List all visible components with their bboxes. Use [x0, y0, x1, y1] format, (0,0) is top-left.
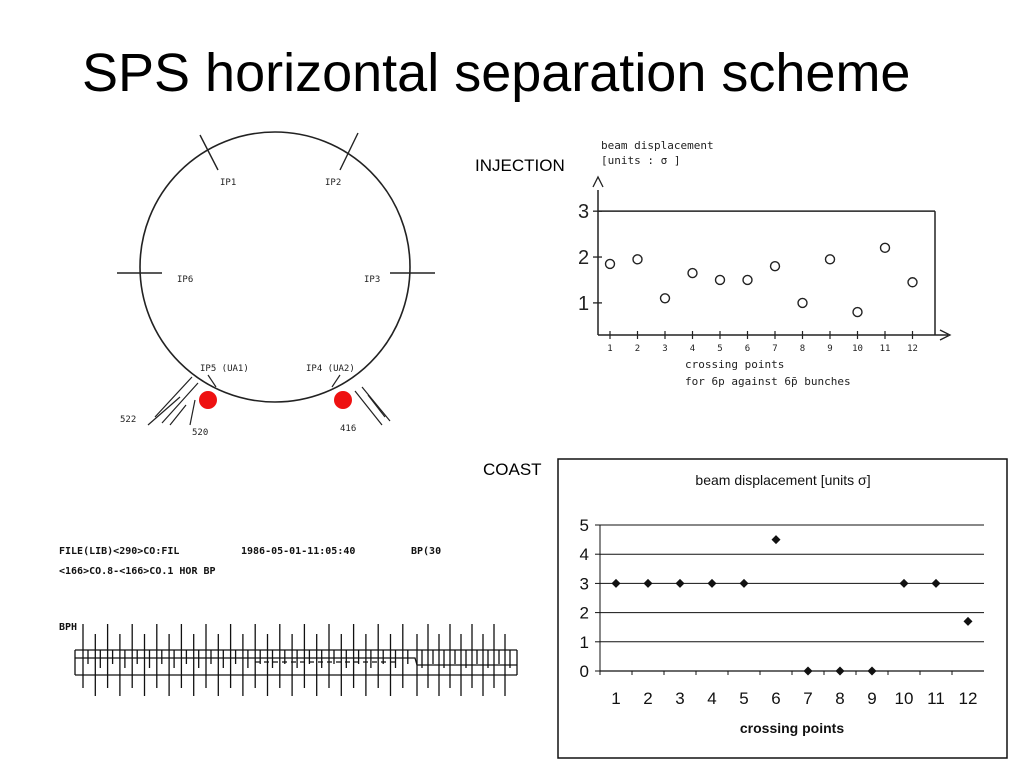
- coast-x-tick-label: 10: [895, 689, 914, 708]
- coast-label: COAST: [483, 460, 542, 479]
- coast-data-point: [963, 616, 973, 626]
- injection-x-tick-label: 12: [907, 344, 918, 354]
- coast-x-tick-label: 3: [675, 689, 684, 708]
- coast-data-point: [771, 535, 781, 545]
- injection-x-label-line: crossing points: [685, 358, 784, 371]
- injection-data-point: [714, 274, 726, 286]
- coast-data-point: [835, 666, 845, 676]
- injection-title-line: beam displacement: [601, 139, 714, 152]
- coast-x-tick-label: 9: [867, 689, 876, 708]
- coast-data-point: [643, 578, 653, 588]
- injection-x-tick-label: 3: [662, 344, 667, 354]
- coast-y-tick-label: 4: [580, 545, 589, 564]
- coast-x-tick-label: 1: [611, 689, 620, 708]
- coast-data-point: [867, 666, 877, 676]
- injection-title-line: [units : σ ]: [601, 154, 680, 167]
- separators-left: [147, 376, 199, 426]
- interaction-marker: [199, 391, 217, 409]
- coast-x-tick-label: 11: [927, 689, 945, 708]
- ip2-tick: [339, 132, 359, 171]
- injection-label: INJECTION: [475, 156, 565, 175]
- coast-x-tick-label: 7: [803, 689, 812, 708]
- injection-y-arrow: [592, 175, 604, 188]
- ip2-label: IP2: [325, 178, 341, 188]
- coast-data-point: [899, 578, 909, 588]
- separator-522-label: 522: [120, 415, 136, 425]
- coast-data-point: [931, 578, 941, 588]
- coast-chart-title: beam displacement [units σ]: [695, 472, 870, 488]
- injection-data-point: [769, 261, 781, 272]
- coast-y-tick-label: 2: [580, 604, 589, 623]
- injection-x-tick-label: 5: [717, 344, 722, 354]
- separators-right: [354, 386, 391, 426]
- coast-x-tick-label: 4: [707, 689, 716, 708]
- injection-y-tick-label: 2: [578, 247, 589, 269]
- scope-header-left: FILE(LIB)<290>CO:FIL: [59, 546, 179, 557]
- scope-channel-label: BPH: [59, 622, 77, 633]
- injection-data-point: [687, 267, 698, 279]
- ip5-tick: [207, 374, 217, 388]
- interaction-marker: [334, 391, 352, 409]
- coast-x-tick-label: 12: [959, 689, 978, 708]
- injection-x-tick-label: 4: [690, 344, 695, 354]
- scope-header-tag: BP(30: [411, 546, 441, 557]
- coast-y-tick-label: 1: [580, 633, 589, 652]
- scope-header-date: 1986-05-01-11:05:40: [241, 546, 355, 557]
- scope-header-line2: <166>CO.8-<166>CO.1 HOR BP: [59, 566, 216, 577]
- ip6-label: IP6: [177, 275, 193, 285]
- injection-y-tick-label: 3: [578, 201, 589, 223]
- injection-x-tick-label: 8: [800, 344, 805, 354]
- coast-x-label: crossing points: [740, 720, 844, 736]
- injection-data-point: [852, 306, 863, 318]
- coast-x-tick-label: 5: [739, 689, 748, 708]
- injection-data-point: [907, 277, 918, 288]
- injection-x-tick-label: 9: [827, 344, 832, 354]
- sps-ring-diagram: IP1 IP2 IP3 IP6 IP5 (UA1) IP4 (UA2) 522 …: [117, 131, 435, 438]
- ip4-label: IP4 (UA2): [306, 364, 355, 374]
- ring-circle: [139, 131, 411, 403]
- coast-data-point: [739, 578, 749, 588]
- coast-data-point: [675, 578, 685, 588]
- injection-data-point: [742, 274, 753, 286]
- coast-y-tick-label: 0: [580, 662, 589, 681]
- coast-y-tick-label: 3: [580, 574, 589, 593]
- ip3-label: IP3: [364, 275, 380, 285]
- injection-x-tick-label: 7: [772, 344, 777, 354]
- injection-x-arrow: [939, 329, 952, 341]
- slide-title: SPS horizontal separation scheme: [82, 43, 911, 103]
- ip1-tick: [199, 134, 219, 171]
- separator-416-label: 416: [340, 424, 356, 434]
- injection-x-tick-label: 6: [745, 344, 750, 354]
- injection-data-point: [659, 293, 671, 304]
- injection-x-tick-label: 1: [607, 344, 612, 354]
- coast-y-tick-label: 5: [580, 516, 589, 535]
- scope-waveform: [74, 624, 518, 696]
- coast-x-tick-label: 8: [835, 689, 844, 708]
- coast-data-point: [707, 578, 717, 588]
- coast-chart-frame: [557, 458, 1008, 759]
- coast-data-point: [611, 578, 621, 588]
- injection-x-tick-label: 10: [852, 344, 863, 354]
- injection-y-tick-label: 1: [578, 293, 589, 315]
- injection-data-point: [797, 297, 808, 309]
- scope-rail-mid: [75, 657, 517, 666]
- coast-x-tick-label: 6: [771, 689, 780, 708]
- injection-x-tick-label: 2: [635, 344, 640, 354]
- injection-x-label-line: for 6p against 6p̄ bunches: [685, 375, 851, 388]
- ip1-label: IP1: [220, 178, 236, 188]
- coast-x-tick-label: 2: [643, 689, 652, 708]
- injection-data-point: [604, 258, 616, 270]
- injection-x-tick-label: 11: [880, 344, 891, 354]
- coast-data-point: [803, 666, 813, 676]
- scope-trace: FILE(LIB)<290>CO:FIL 1986-05-01-11:05:40…: [59, 546, 518, 696]
- ip4-tick: [331, 374, 341, 388]
- ip5-label: IP5 (UA1): [200, 364, 249, 374]
- separator-520-label: 520: [192, 428, 208, 438]
- injection-data-point: [824, 254, 836, 265]
- injection-data-point: [632, 254, 643, 265]
- injection-data-point: [879, 242, 891, 254]
